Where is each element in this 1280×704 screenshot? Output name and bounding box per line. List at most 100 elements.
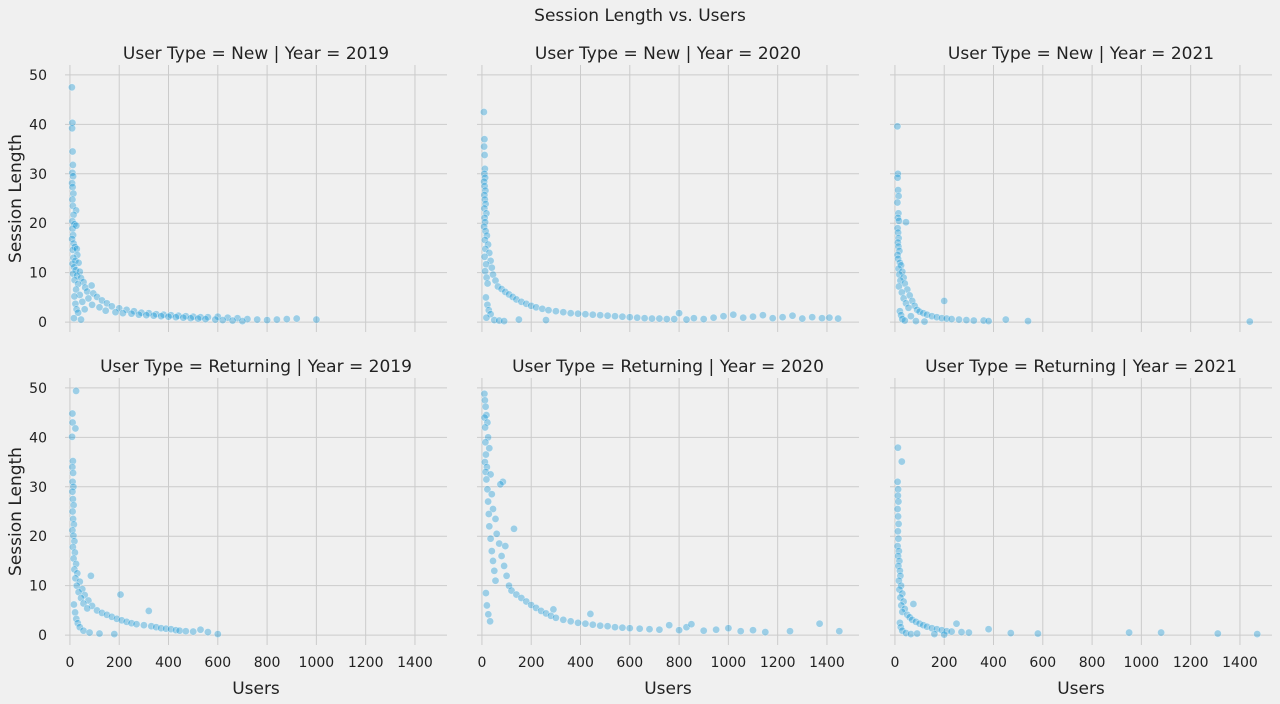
- x-tick-label: 400: [980, 655, 1007, 671]
- x-axis-label: Users: [1057, 679, 1105, 699]
- scatter-point: [483, 279, 492, 288]
- scatter-point: [78, 297, 87, 306]
- scatter-point: [157, 312, 165, 321]
- y-axis-label: Session Length: [6, 134, 26, 263]
- scatter-point: [940, 630, 949, 639]
- scatter-point: [894, 491, 902, 500]
- scatter-series: [68, 83, 321, 325]
- scatter-point: [186, 314, 195, 323]
- y-tick-label: 10: [29, 579, 47, 595]
- scatter-point: [484, 510, 493, 518]
- scatter-point: [786, 627, 794, 636]
- scatter-point: [69, 189, 78, 198]
- scatter-point: [480, 222, 488, 231]
- scatter-point: [662, 315, 671, 323]
- scatter-point: [815, 619, 824, 628]
- scatter-point: [635, 624, 644, 633]
- scatter-point: [552, 613, 560, 622]
- scatter-point: [149, 311, 158, 320]
- scatter-point: [481, 423, 489, 432]
- scatter-point: [487, 263, 496, 272]
- scatter-point: [894, 562, 903, 570]
- scatter-point: [111, 308, 120, 317]
- scatter-point: [895, 216, 903, 225]
- scatter-point: [480, 413, 489, 422]
- scatter-point: [895, 246, 904, 255]
- scatter-point: [491, 576, 500, 585]
- scatter-point: [95, 629, 104, 638]
- scatter-point: [77, 315, 85, 324]
- x-tick-label: 1000: [299, 655, 335, 671]
- scatter-point: [107, 612, 116, 621]
- scatter-point: [117, 616, 126, 625]
- scatter-point: [574, 309, 582, 318]
- scatter-point: [175, 626, 184, 635]
- scatter-point: [68, 124, 76, 133]
- scatter-point: [920, 317, 929, 326]
- scatter-point: [201, 315, 210, 323]
- scatter-point: [164, 312, 173, 321]
- scatter-point: [480, 204, 489, 213]
- scatter-point: [84, 294, 93, 303]
- x-tick-label: 0: [890, 655, 899, 671]
- scatter-point: [482, 273, 491, 282]
- facet-grid: User Type = New | Year = 2019 0 10 20 30 40 50…: [6, 44, 1272, 699]
- scatter-point: [603, 311, 612, 320]
- scatter-point: [898, 267, 907, 276]
- scatter-point: [897, 288, 906, 297]
- scatter-point: [70, 520, 78, 529]
- panel-title: User Type = Returning | Year = 2019: [100, 357, 412, 377]
- scatter-point: [952, 619, 961, 628]
- scatter-point: [896, 593, 905, 602]
- scatter-point: [904, 303, 913, 312]
- scatter-point: [481, 402, 490, 411]
- scatter-point: [481, 467, 490, 476]
- scatter-point: [893, 173, 902, 182]
- scatter-point: [947, 627, 956, 636]
- x-tick-label: 600: [204, 655, 231, 671]
- scatter-point: [71, 424, 80, 433]
- y-tick-label: 50: [29, 381, 47, 397]
- scatter-point: [486, 534, 495, 543]
- scatter-point: [749, 626, 757, 635]
- scatter-point: [480, 151, 489, 159]
- scatter-point: [502, 571, 511, 580]
- scatter-point: [909, 600, 918, 608]
- scatter-point: [932, 625, 941, 634]
- scatter-point: [480, 458, 489, 466]
- scatter-point: [103, 610, 111, 619]
- y-tick-label: 0: [38, 628, 47, 644]
- scatter-point: [895, 585, 904, 594]
- scatter-point: [894, 443, 902, 452]
- scatter-point: [898, 589, 907, 598]
- x-tick-label: 800: [1079, 655, 1106, 671]
- scatter-point: [84, 596, 93, 605]
- x-tick-label: 400: [567, 655, 594, 671]
- scatter-point: [119, 309, 127, 318]
- scatter-point: [900, 605, 909, 613]
- scatter-point: [228, 316, 237, 325]
- scatter-point: [603, 622, 612, 631]
- scatter-point: [179, 313, 188, 322]
- scatter-point: [894, 552, 902, 560]
- scatter-point: [596, 621, 605, 630]
- scatter-point: [484, 610, 493, 619]
- scatter-point: [73, 619, 82, 628]
- scatter-point: [895, 576, 903, 585]
- scatter-point: [893, 477, 902, 486]
- facet-panel-6: User Type = Returning | Year = 2021 0 200 4…: [890, 357, 1272, 699]
- scatter-point: [910, 301, 919, 310]
- scatter-point: [510, 524, 518, 533]
- scatter-point: [481, 438, 490, 447]
- scatter-point: [68, 118, 77, 127]
- scatter-point: [574, 618, 582, 627]
- scatter-point: [223, 313, 232, 322]
- scatter-point: [74, 588, 83, 596]
- scatter-point: [788, 311, 797, 320]
- facet-panel-5: User Type = Returning | Year = 2020 0 200 4…: [477, 357, 859, 699]
- scatter-point: [497, 552, 506, 560]
- scatter-point: [69, 160, 77, 169]
- scatter-series: [479, 108, 842, 325]
- scatter-point: [690, 314, 698, 323]
